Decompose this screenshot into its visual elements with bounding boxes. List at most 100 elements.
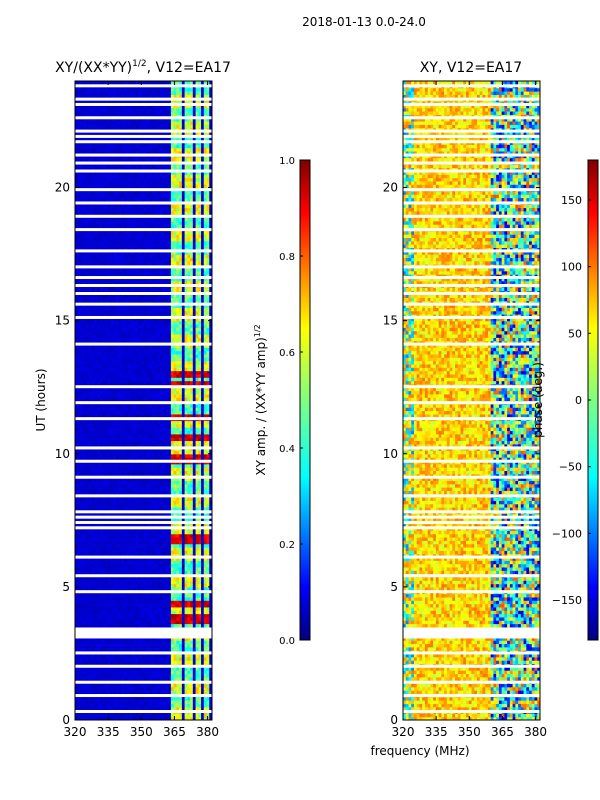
heatmap-cell [91, 596, 95, 601]
heatmap-cell [132, 616, 136, 621]
heatmap-cell [127, 586, 131, 591]
heatmap-cell [132, 410, 136, 415]
heatmap-cell [176, 397, 180, 402]
heatmap-cell [85, 546, 90, 551]
heatmap-cell [91, 616, 95, 621]
heatmap-cell [209, 457, 212, 462]
heatmap-cell [75, 503, 79, 508]
heatmap-cell [146, 700, 150, 704]
heatmap-cell [170, 427, 175, 432]
heatmap-cell [157, 563, 161, 568]
heatmap-cell [181, 543, 186, 548]
heatmap-cell [181, 690, 186, 694]
heatmap-cell [102, 640, 106, 645]
heatmap-cell [138, 613, 142, 618]
heatmap-cell [127, 440, 131, 445]
heatmap-cell [91, 623, 95, 628]
heatmap-cell [168, 410, 172, 415]
heatmap-cell [105, 430, 109, 435]
heatmap-cell [154, 420, 158, 425]
heatmap-cell [154, 443, 158, 448]
heatmap-cell [140, 660, 145, 665]
heatmap-cell [170, 477, 175, 481]
heatmap-cell [154, 656, 158, 661]
heatmap-cell [135, 700, 139, 704]
heatmap-cell [75, 593, 79, 598]
heatmap-cell [195, 440, 199, 445]
heatmap-cell [121, 616, 125, 621]
heatmap-cell [165, 560, 169, 565]
heatmap-cell [138, 440, 142, 445]
heatmap-cell [176, 593, 180, 598]
heatmap-cell [192, 480, 197, 485]
heatmap-cell [159, 500, 164, 505]
heatmap-cell [132, 463, 136, 468]
heatmap-cell [146, 427, 150, 432]
heatmap-cell [179, 600, 183, 605]
heatmap-cell [94, 500, 98, 505]
heatmap-cell [91, 643, 95, 648]
heatmap-cell [168, 560, 172, 565]
heatmap-cell [159, 536, 164, 541]
heatmap-cell [105, 440, 109, 445]
heatmap-cell [80, 533, 84, 538]
heatmap-cell [203, 397, 208, 402]
heatmap-cell [209, 500, 212, 505]
heatmap-cell [140, 536, 145, 541]
heatmap-cell [75, 453, 79, 458]
heatmap-cell [209, 427, 212, 432]
heatmap-cell [151, 540, 156, 545]
heatmap-cell [203, 620, 208, 625]
heatmap-cell [209, 690, 212, 694]
heatmap-cell [99, 713, 103, 718]
heatmap-cell [113, 483, 117, 488]
heatmap-cell [176, 497, 180, 501]
heatmap-cell [151, 580, 156, 585]
heatmap-cell [192, 700, 197, 704]
heatmap-cell [168, 703, 172, 708]
heatmap-cell [132, 553, 136, 558]
heatmap-cell [151, 616, 156, 621]
heatmap-cell [209, 700, 212, 704]
heatmap-cell [116, 420, 120, 425]
heatmap-cell [99, 546, 103, 551]
heatmap-cell [181, 403, 186, 408]
heatmap-cell [146, 387, 150, 392]
heatmap-cell [124, 487, 128, 491]
heatmap-cell [116, 586, 120, 591]
heatmap-cell [105, 686, 109, 691]
heatmap-cell [173, 480, 177, 485]
heatmap-cell [170, 640, 175, 645]
heatmap-cell [184, 556, 188, 561]
heatmap-cell [165, 413, 169, 418]
heatmap-cell [159, 563, 164, 568]
heatmap-cell [113, 580, 117, 585]
heatmap-cell [110, 423, 114, 428]
heatmap-cell [77, 636, 82, 641]
heatmap-cell [184, 670, 188, 675]
heatmap-cell [96, 450, 101, 455]
heatmap-cell [129, 387, 134, 392]
heatmap-cell [173, 387, 177, 392]
heatmap-cell [132, 420, 136, 425]
heatmap-cell [83, 660, 87, 665]
heatmap-cell [154, 407, 158, 412]
heatmap-cell [162, 600, 167, 605]
heatmap-cell [209, 393, 212, 398]
heatmap-cell [102, 666, 106, 671]
heatmap-cell [148, 556, 153, 561]
heatmap-cell [75, 410, 79, 415]
heatmap-cell [184, 543, 188, 548]
heatmap-cell [148, 623, 153, 628]
heatmap-cell [113, 656, 117, 661]
heatmap-cell [75, 673, 79, 678]
heatmap-cell [198, 477, 202, 481]
heatmap-cell [132, 700, 136, 704]
heatmap-cell [107, 606, 112, 611]
heatmap-cell [190, 450, 194, 455]
heatmap-cell [192, 690, 197, 694]
heatmap-cell [184, 523, 188, 528]
heatmap-cell [162, 673, 167, 678]
heatmap-cell [148, 616, 153, 621]
heatmap-cell [113, 570, 117, 575]
